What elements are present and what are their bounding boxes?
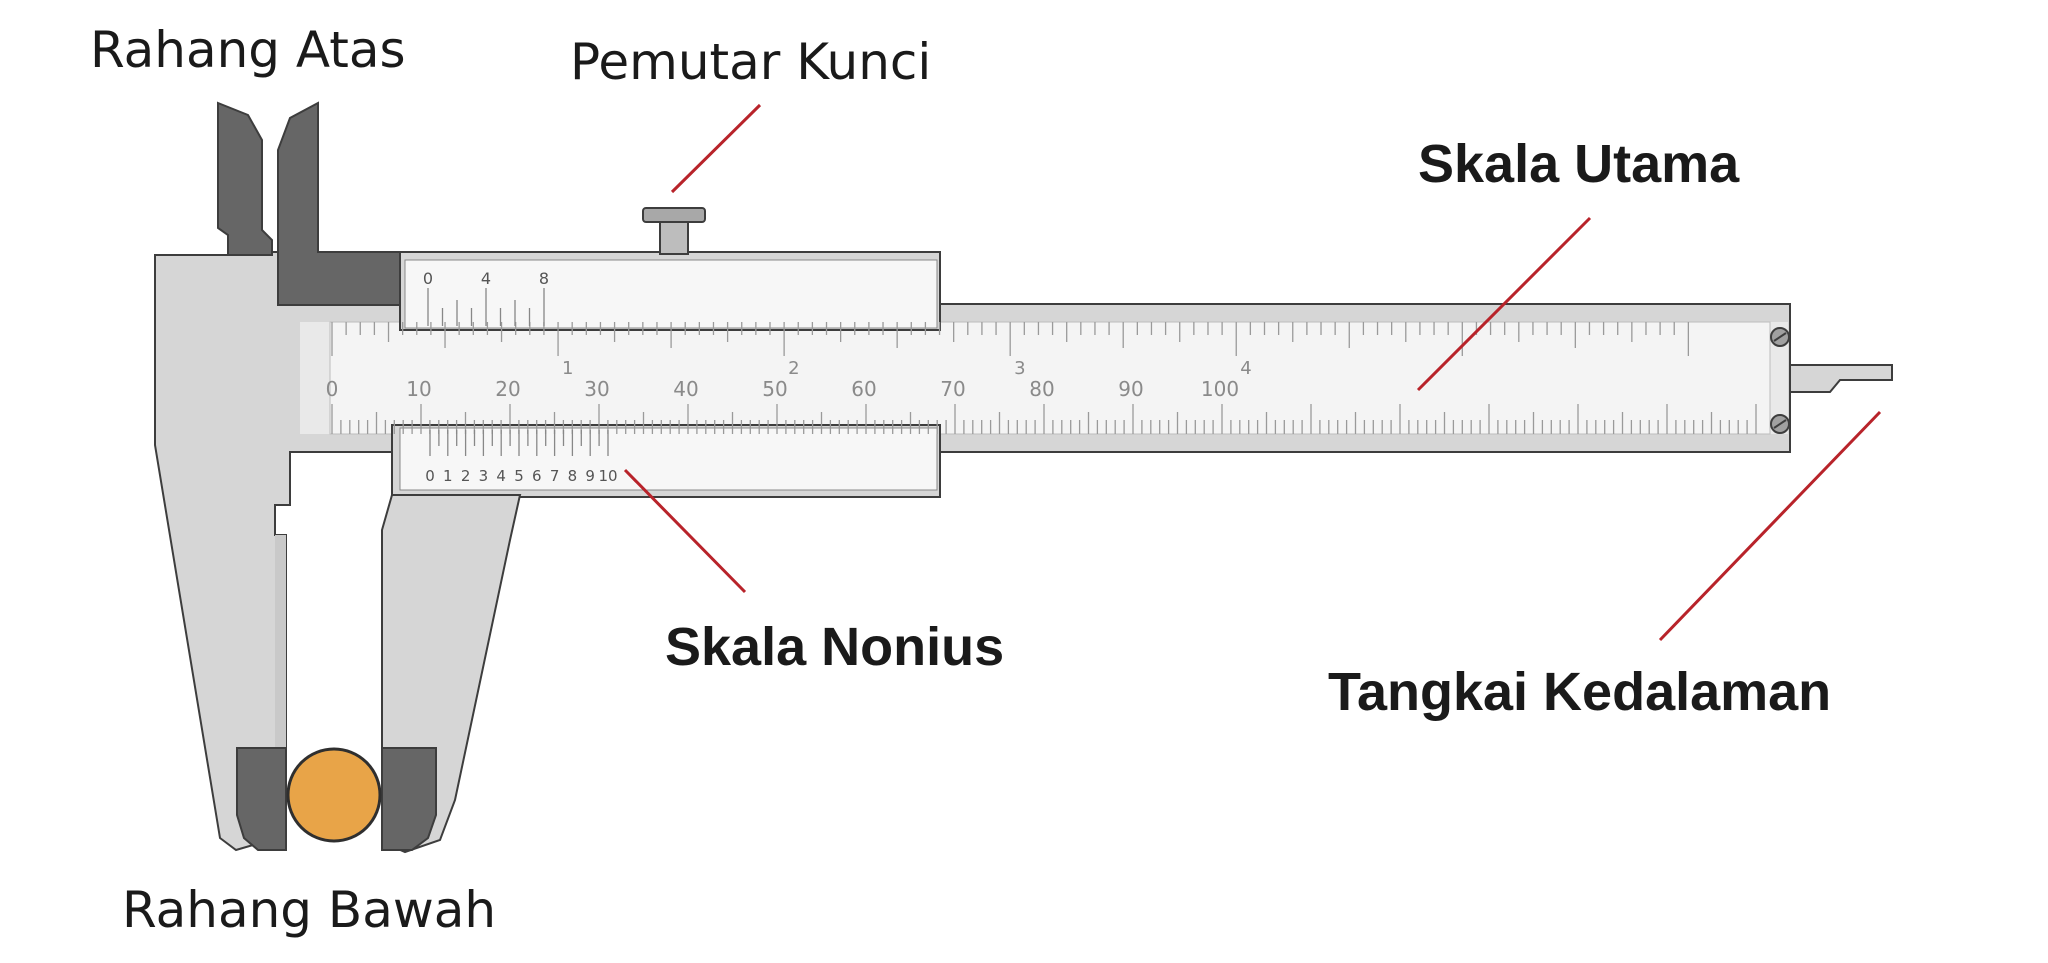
lower-jaw-pad-right bbox=[381, 747, 437, 851]
vernier-mm-number: 5 bbox=[514, 467, 524, 485]
upper-jaw-moving bbox=[277, 101, 401, 306]
lock-screw-head bbox=[642, 207, 706, 223]
main-cm-number: 10 bbox=[406, 377, 431, 401]
vernier-mm-number: 2 bbox=[461, 467, 471, 485]
vernier-mm-number: 3 bbox=[479, 467, 489, 485]
main-scale-inch-ticks bbox=[331, 322, 1690, 356]
main-cm-number: 100 bbox=[1201, 377, 1239, 401]
vernier-mm-number: 1 bbox=[443, 467, 453, 485]
vernier-mm-window bbox=[399, 427, 938, 491]
main-cm-number: 80 bbox=[1029, 377, 1054, 401]
main-scale-strip bbox=[329, 321, 1771, 435]
label-upper-jaw: Rahang Atas bbox=[90, 21, 406, 79]
main-cm-number: 40 bbox=[673, 377, 698, 401]
vernier-inch-numbers: 0 4 8 bbox=[423, 269, 549, 288]
main-inch-number: 4 bbox=[1240, 358, 1251, 379]
label-vernier-scale: Skala Nonius bbox=[665, 617, 1005, 677]
vernier-inch-number: 8 bbox=[539, 269, 549, 288]
upper-jaw-fixed bbox=[217, 101, 273, 256]
label-depth-rod: Tangkai Kedalaman bbox=[1328, 662, 1832, 722]
pointer-line-depth-rod bbox=[1658, 410, 1882, 642]
vernier-inch-ticks bbox=[427, 288, 545, 326]
depth-rod bbox=[1789, 364, 1893, 393]
lock-screw-stem bbox=[659, 217, 689, 255]
vernier-mm-number: 10 bbox=[598, 467, 617, 485]
measured-object bbox=[286, 747, 382, 843]
pointer-line-main-scale bbox=[1416, 216, 1592, 392]
vernier-inch-number: 0 bbox=[423, 269, 433, 288]
main-cm-number: 60 bbox=[851, 377, 876, 401]
main-cm-number: 0 bbox=[326, 377, 339, 401]
main-inch-number: 3 bbox=[1014, 358, 1025, 379]
main-cm-number: 20 bbox=[495, 377, 520, 401]
label-lock-screw: Pemutar Kunci bbox=[570, 33, 932, 91]
vernier-mm-number: 0 bbox=[425, 467, 435, 485]
main-scale-cm-numbers: 0 10 20 30 40 50 60 70 80 90 100 bbox=[326, 377, 1239, 401]
main-cm-number: 70 bbox=[940, 377, 965, 401]
vernier-mm-number: 6 bbox=[532, 467, 542, 485]
beam-end-screws bbox=[1770, 327, 1790, 434]
main-inch-number: 1 bbox=[562, 358, 573, 379]
main-cm-number: 50 bbox=[762, 377, 787, 401]
label-main-scale: Skala Utama bbox=[1418, 134, 1740, 194]
label-lower-jaw: Rahang Bawah bbox=[122, 881, 497, 939]
vernier-mm-number: 7 bbox=[550, 467, 560, 485]
main-inch-number: 2 bbox=[788, 358, 799, 379]
vernier-mm-number: 4 bbox=[496, 467, 506, 485]
vernier-mm-numbers: 0 1 2 3 4 5 6 7 8 9 10 bbox=[425, 467, 617, 485]
pointer-line-vernier-scale bbox=[623, 468, 747, 594]
pointer-line-lock-screw bbox=[670, 103, 762, 194]
vernier-mm-number: 8 bbox=[568, 467, 578, 485]
lower-jaw-fixed-inner bbox=[275, 535, 286, 800]
main-cm-number: 30 bbox=[584, 377, 609, 401]
lower-jaw-pad-left bbox=[236, 747, 287, 851]
vernier-inch-number: 4 bbox=[481, 269, 491, 288]
main-scale-inch-numbers: 1 2 3 4 bbox=[562, 358, 1252, 379]
vernier-mm-number: 9 bbox=[585, 467, 595, 485]
main-cm-number: 90 bbox=[1118, 377, 1143, 401]
vernier-mm-ticks bbox=[429, 430, 609, 456]
